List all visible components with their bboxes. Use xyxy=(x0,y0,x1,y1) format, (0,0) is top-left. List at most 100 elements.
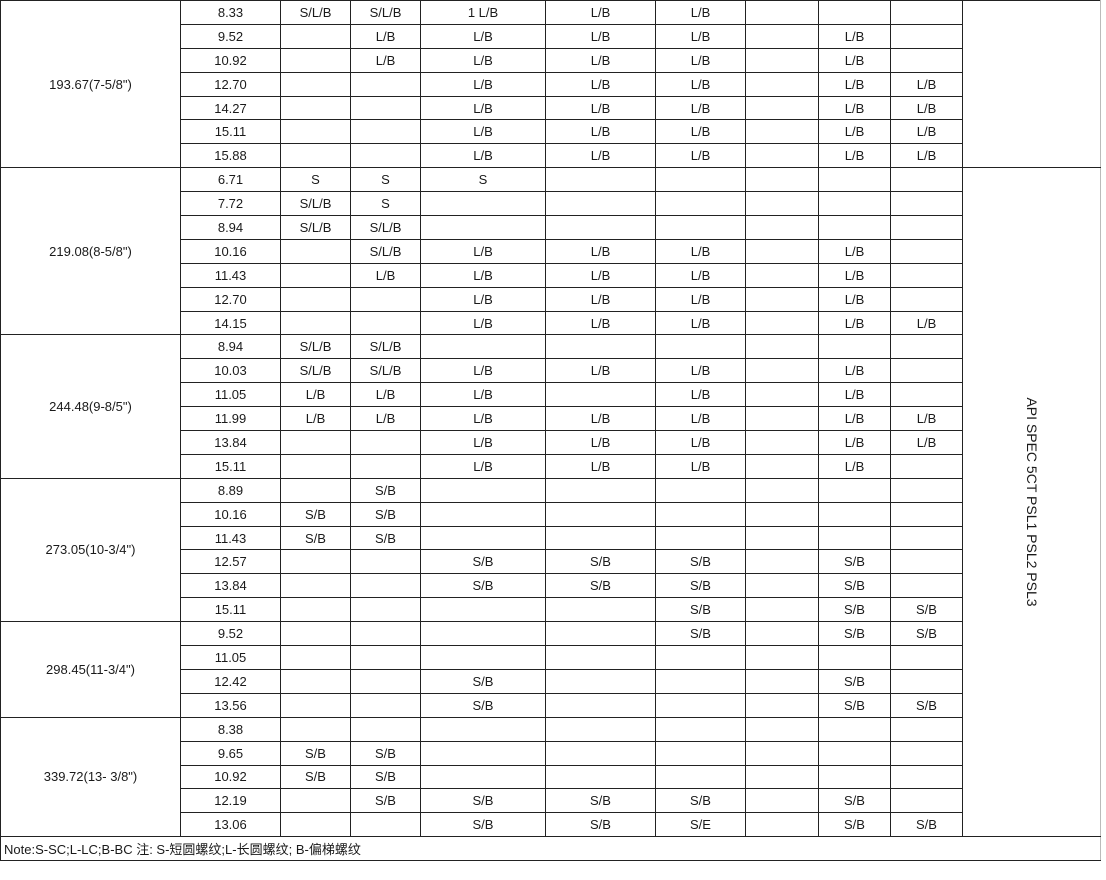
thread-type-cell xyxy=(545,668,656,694)
thread-type-cell xyxy=(745,0,819,25)
wall-thickness-cell: 10.92 xyxy=(180,47,281,73)
thread-type-cell xyxy=(745,47,819,73)
thread-type-cell xyxy=(745,215,819,240)
thread-type-cell xyxy=(745,621,819,647)
thread-type-cell xyxy=(350,812,421,838)
thread-type-cell: S/L/B xyxy=(280,334,351,360)
table-row: 13.84 L/B L/B L/B L/B L/B xyxy=(1,430,1101,455)
thread-type-cell: S/B xyxy=(350,788,421,814)
thread-type-cell xyxy=(655,668,746,694)
thread-type-cell: L/B xyxy=(655,47,746,73)
wall-thickness-cell: 9.52 xyxy=(180,23,281,49)
thread-type-cell: L/B xyxy=(545,453,656,479)
thread-type-cell xyxy=(350,549,421,575)
thread-type-cell: S/B xyxy=(350,764,421,790)
thread-type-cell: L/B xyxy=(655,406,746,432)
thread-type-cell xyxy=(280,262,351,288)
thread-type-cell xyxy=(420,477,546,503)
thread-type-cell xyxy=(745,597,819,623)
wall-thickness-cell: 10.16 xyxy=(180,238,281,264)
wall-thickness-cell: 8.33 xyxy=(180,0,281,25)
table-row: 13.56 S/B S/B S/B xyxy=(1,692,1101,718)
thread-type-cell xyxy=(818,501,891,527)
thread-type-cell: L/B xyxy=(818,406,891,432)
thread-type-cell xyxy=(890,645,963,670)
thread-type-cell: S/B xyxy=(545,788,656,814)
thread-type-cell: S/B xyxy=(280,525,351,551)
thread-type-cell xyxy=(745,310,819,336)
thread-type-cell xyxy=(280,71,351,97)
thread-type-cell: L/B xyxy=(420,143,546,169)
thread-type-cell xyxy=(280,645,351,670)
thread-type-cell xyxy=(745,573,819,599)
thread-type-cell: L/B xyxy=(818,358,891,384)
thread-type-cell: L/B xyxy=(545,95,656,121)
thread-type-cell: S/B xyxy=(818,812,891,838)
thread-type-cell: S xyxy=(350,191,421,217)
table-row: 9.65 S/B S/B xyxy=(1,740,1101,766)
thread-type-cell xyxy=(655,334,746,360)
thread-type-cell xyxy=(280,573,351,599)
thread-type-cell xyxy=(745,238,819,264)
thread-type-cell: L/B xyxy=(890,119,963,145)
thread-type-cell xyxy=(818,167,891,193)
thread-type-cell xyxy=(818,215,891,240)
thread-type-cell: L/B xyxy=(655,310,746,336)
thread-type-cell: S/B xyxy=(420,573,546,599)
thread-type-cell: L/B xyxy=(420,71,546,97)
wall-thickness-cell: 11.05 xyxy=(180,382,281,408)
thread-type-cell: S/B xyxy=(350,477,421,503)
thread-type-cell: S/B xyxy=(280,764,351,790)
thread-type-cell xyxy=(745,119,819,145)
thread-type-cell xyxy=(280,47,351,73)
thread-type-cell: L/B xyxy=(420,23,546,49)
table-row: 273.05(10-3/4") 8.89 S/B xyxy=(0,477,1101,623)
outer-diameter-cell: 298.45(11-3/4") xyxy=(0,621,181,718)
wall-thickness-cell: 13.84 xyxy=(180,430,281,455)
thread-type-cell xyxy=(890,501,963,527)
wall-thickness-cell: 15.88 xyxy=(180,143,281,169)
thread-type-cell xyxy=(350,95,421,121)
spec-cell: API SPEC 5CT PSL1 PSL2 PSL3 xyxy=(962,167,1101,838)
thread-type-cell xyxy=(655,740,746,766)
wall-thickness-cell: 15.11 xyxy=(180,597,281,623)
thread-type-cell xyxy=(655,477,746,503)
wall-thickness-cell: 15.11 xyxy=(180,119,281,145)
thread-type-cell: S/B xyxy=(420,549,546,575)
table-row: 244.48(9-8/5") 8.94 S/L/B S/L/B xyxy=(0,334,1101,479)
thread-type-cell xyxy=(890,668,963,694)
thread-type-cell xyxy=(545,477,656,503)
thread-type-cell xyxy=(350,716,421,742)
thread-type-cell: L/B xyxy=(818,262,891,288)
thread-type-cell xyxy=(655,215,746,240)
thread-type-cell: L/B xyxy=(350,406,421,432)
thread-type-cell: L/B xyxy=(818,47,891,73)
thread-type-cell: S/B xyxy=(818,549,891,575)
thread-type-cell xyxy=(545,692,656,718)
thread-type-cell xyxy=(545,525,656,551)
thread-type-cell xyxy=(745,262,819,288)
table-row: 219.08(8-5/8") 6.71 S S S API SPEC 5CT PSL1 P… xyxy=(0,167,1101,838)
thread-type-cell: L/B xyxy=(818,95,891,121)
thread-type-cell xyxy=(420,740,546,766)
thread-type-cell xyxy=(745,71,819,97)
thread-type-cell: S/B xyxy=(818,597,891,623)
thread-type-cell: L/B xyxy=(545,238,656,264)
outer-diameter-cell: 273.05(10-3/4") xyxy=(0,477,181,623)
thread-type-cell: L/B xyxy=(655,119,746,145)
thread-type-cell xyxy=(745,549,819,575)
thread-type-cell xyxy=(818,525,891,551)
thread-type-cell: L/B xyxy=(420,358,546,384)
wall-thickness-cell: 11.43 xyxy=(180,262,281,288)
thread-type-cell xyxy=(350,645,421,670)
thread-type-cell xyxy=(890,191,963,217)
thread-type-cell xyxy=(350,430,421,455)
thread-type-cell xyxy=(280,692,351,718)
thread-type-cell: S/B xyxy=(655,597,746,623)
thread-type-cell xyxy=(745,382,819,408)
table-row: 10.16 S/L/B L/B L/B L/B L/B xyxy=(1,238,1101,264)
thread-type-cell xyxy=(280,812,351,838)
thread-type-cell xyxy=(655,191,746,217)
thread-type-cell xyxy=(745,668,819,694)
thread-type-cell xyxy=(890,23,963,49)
